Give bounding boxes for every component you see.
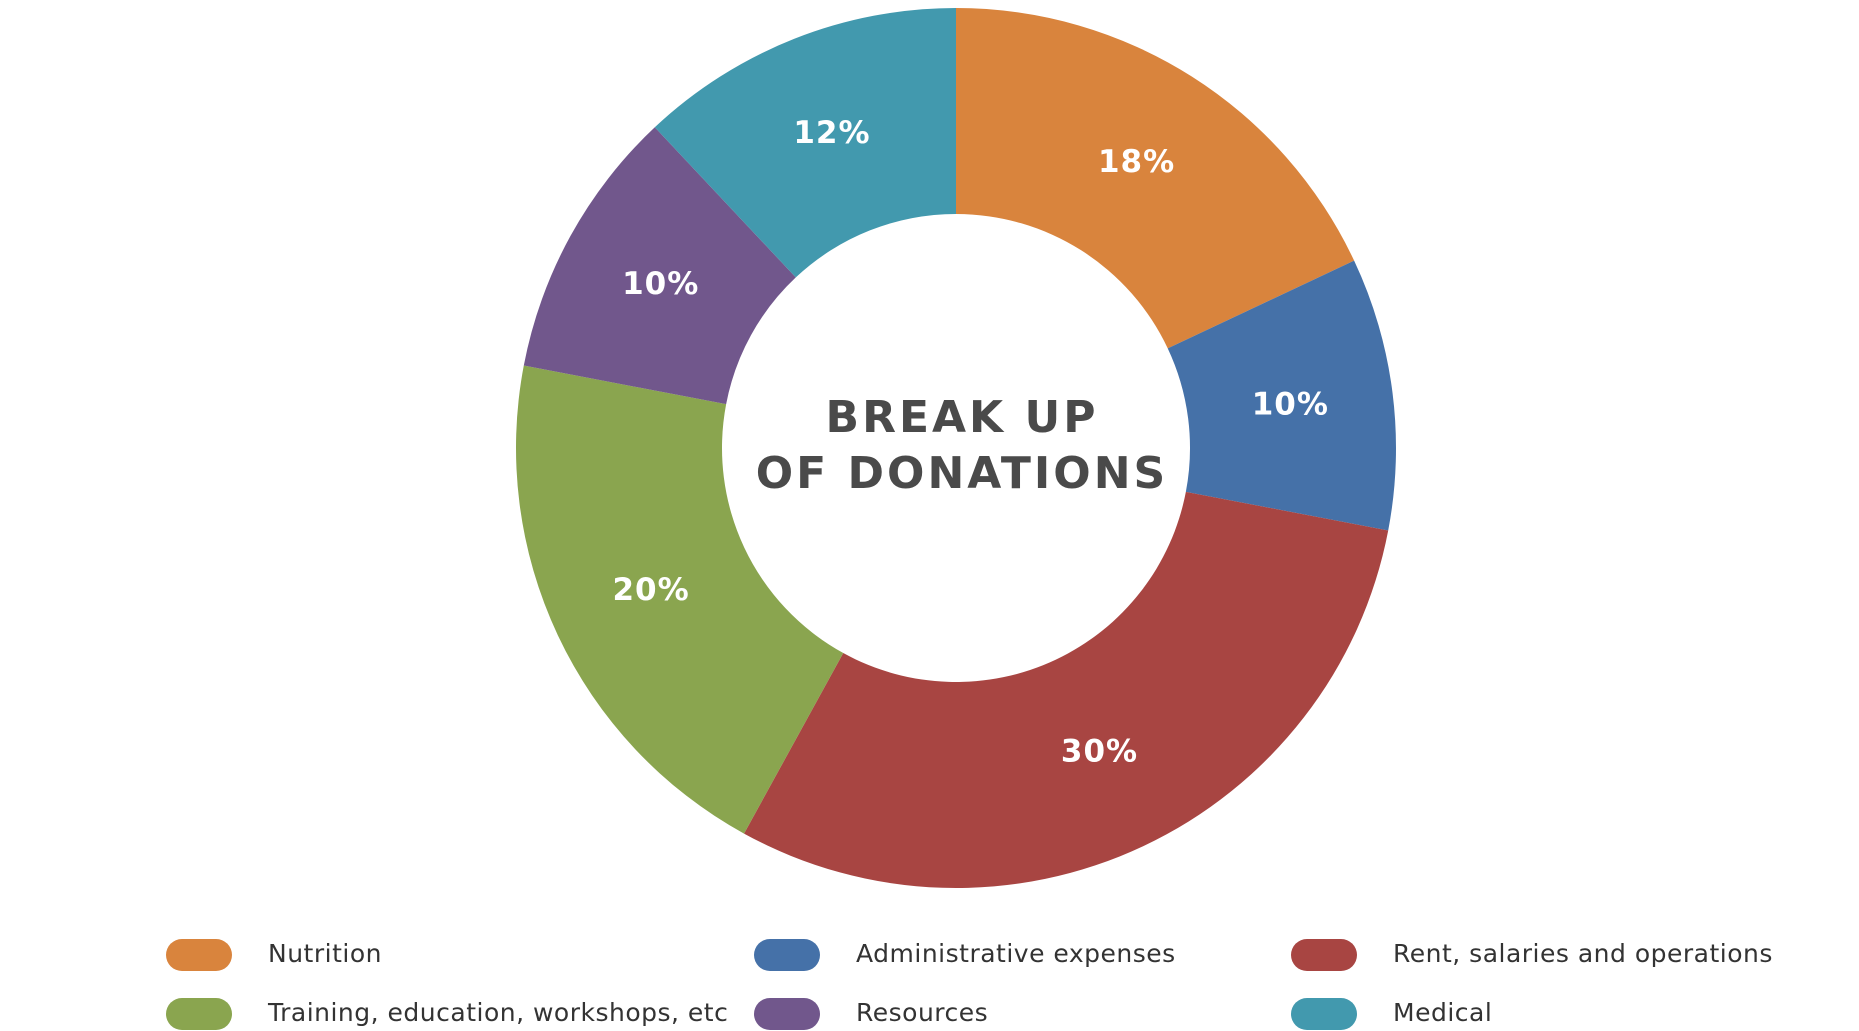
donut-slice xyxy=(523,127,796,405)
data-label: 10% xyxy=(1252,386,1329,422)
donut-slice xyxy=(654,7,956,278)
legend-label: Medical xyxy=(1393,998,1492,1027)
data-label: 20% xyxy=(612,572,689,608)
legend-label: Administrative expenses xyxy=(856,939,1176,968)
legend-label: Rent, salaries and operations xyxy=(1393,939,1773,968)
chart-title: OF DONATIONS xyxy=(756,448,1168,499)
donut-slice xyxy=(956,8,1355,349)
legend-swatch xyxy=(166,939,232,971)
legend-label: Resources xyxy=(856,998,988,1027)
donut-slice xyxy=(744,491,1389,889)
legend-swatch xyxy=(754,939,820,971)
legend-swatch xyxy=(1291,998,1357,1030)
donut-slice xyxy=(1167,260,1396,531)
legend-label: Nutrition xyxy=(268,939,382,968)
data-label: 18% xyxy=(1098,144,1175,180)
legend-label: Training, education, workshops, etc xyxy=(267,998,728,1027)
data-label: 30% xyxy=(1061,733,1138,769)
data-label: 10% xyxy=(622,266,699,302)
legend-swatch xyxy=(1291,939,1357,971)
legend-swatch xyxy=(754,998,820,1030)
data-label: 12% xyxy=(793,115,870,151)
donut-slice xyxy=(515,365,844,834)
legend-swatch xyxy=(166,998,232,1030)
chart-title: BREAK UP xyxy=(826,392,1099,443)
